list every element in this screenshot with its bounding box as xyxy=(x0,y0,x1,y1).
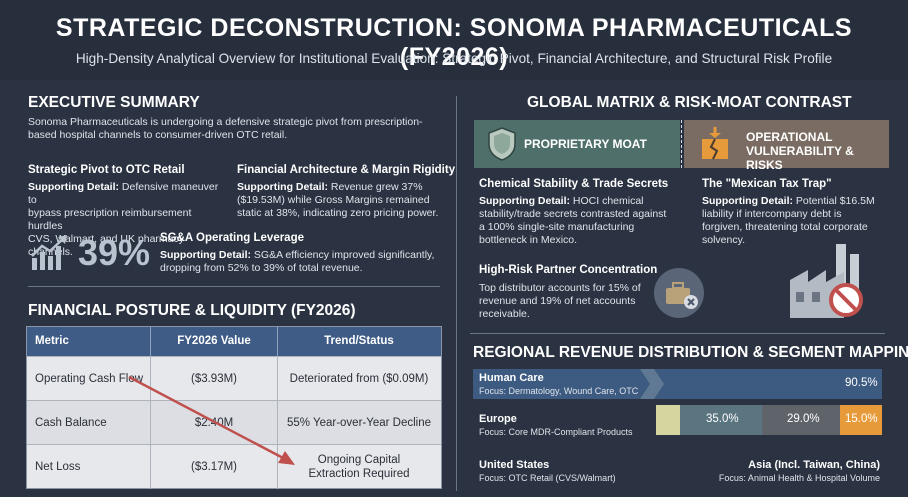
risk-label-line: VULNERABILITY & RISKS xyxy=(746,144,854,172)
financial-table: Metric FY2026 Value Trend/Status Operati… xyxy=(26,326,442,489)
executive-summary-title: EXECUTIVE SUMMARY xyxy=(28,94,200,111)
page-subtitle: High-Density Analytical Overview for Ins… xyxy=(75,51,833,66)
status-text: Ongoing Capital xyxy=(317,454,401,466)
europe-focus: Focus: Core MDR-Compliant Products xyxy=(479,427,633,437)
intro-line: based hospital channels to consumer-driv… xyxy=(28,129,288,141)
partner-heading: High-Risk Partner Concentration xyxy=(479,264,658,276)
asia-focus: Focus: Animal Health & Hospital Volume xyxy=(718,473,880,483)
detail-text: bottleneck in Mexico. xyxy=(479,234,578,246)
table-row: Operating Cash Flow ($3.93M) Deteriorate… xyxy=(27,356,441,401)
supporting-label: Supporting Detail: xyxy=(479,195,570,207)
broken-box-icon xyxy=(702,127,728,160)
sga-detail: Supporting Detail: SG&A efficiency impro… xyxy=(160,249,440,275)
operational-risk-banner: OPERATIONAL VULNERABILITY & RISKS xyxy=(684,120,889,172)
supporting-label: Supporting Detail: xyxy=(702,195,793,207)
detail-text: dropping from 52% to 39% of total revenu… xyxy=(160,262,363,274)
value-cell: ($3.17M) xyxy=(151,445,278,489)
moat-risk-separator xyxy=(681,120,682,168)
detail-text: forgiven, threatening total corporate xyxy=(702,221,868,233)
chevron-right-icon xyxy=(640,369,664,399)
metric-cell: Operating Cash Flow xyxy=(27,357,151,401)
segment-value: 35.0% xyxy=(706,413,739,425)
column-header: FY2026 Value xyxy=(151,327,278,356)
moat-label: PROPRIETARY MOAT xyxy=(524,137,647,151)
proprietary-moat-banner: PROPRIETARY MOAT xyxy=(474,120,680,168)
status-cell: 55% Year-over-Year Decline xyxy=(286,417,432,429)
metric-cell: Cash Balance xyxy=(27,401,151,445)
status-cell: Ongoing Capital Extraction Required xyxy=(278,445,440,489)
sga-heading: SG&A Operating Leverage xyxy=(160,232,305,244)
partner-detail: Top distributor accounts for 15% of reve… xyxy=(479,282,664,321)
detail-text: bypass prescription reimbursement hurdle… xyxy=(28,207,192,232)
human-care-bar xyxy=(473,369,882,399)
column-header: Trend/Status xyxy=(324,335,394,347)
supporting-label: Supporting Detail: xyxy=(160,249,251,261)
risk-label: OPERATIONAL VULNERABILITY & RISKS xyxy=(746,130,889,172)
detail-text: SG&A efficiency improved significantly, xyxy=(253,249,435,261)
supporting-label: Supporting Detail: xyxy=(28,181,119,193)
detail-text: revenue and 19% of net accounts xyxy=(479,295,636,307)
europe-label: Europe xyxy=(479,413,517,425)
segment-bar-other xyxy=(762,405,840,435)
shield-icon xyxy=(488,127,516,161)
financial-posture-title: FINANCIAL POSTURE & LIQUIDITY (FY2026) xyxy=(28,302,356,319)
status-text: Extraction Required xyxy=(308,468,410,480)
us-label: United States xyxy=(479,459,550,471)
value-cell: ($3.93M) xyxy=(151,357,278,401)
segment-value: 29.0% xyxy=(787,413,820,425)
segment-bar-europe xyxy=(680,405,762,435)
table-header: Metric FY2026 Value Trend/Status xyxy=(27,327,441,356)
column-header: Metric xyxy=(27,327,151,356)
chemical-detail: Supporting Detail: HOCI chemical stabili… xyxy=(479,195,679,247)
section-divider xyxy=(470,333,885,334)
partner-briefcase-icon xyxy=(654,268,704,318)
margin-detail: Supporting Detail: Revenue grew 37% ($19… xyxy=(237,181,447,220)
mexican-tax-heading: The "Mexican Tax Trap" xyxy=(702,178,832,190)
growth-chart-icon xyxy=(31,235,67,270)
risk-label-line: OPERATIONAL xyxy=(746,130,833,144)
executive-summary-intro: Sonoma Pharmaceuticals is undergoing a d… xyxy=(28,116,423,142)
page-title: STRATEGIC DECONSTRUCTION: SONOMA PHARMAC… xyxy=(55,14,853,71)
metric-cell: Net Loss xyxy=(27,445,151,489)
mexican-tax-detail: Supporting Detail: Potential $16.5M liab… xyxy=(702,195,892,247)
detail-text: solvency. xyxy=(702,234,745,246)
supporting-label: Supporting Detail: xyxy=(237,181,328,193)
header: STRATEGIC DECONSTRUCTION: SONOMA PHARMAC… xyxy=(0,0,908,80)
margin-heading: Financial Architecture & Margin Rigidity xyxy=(237,164,456,176)
detail-text: ($19.53M) while Gross Margins remained xyxy=(237,194,430,206)
decline-arrow-icon xyxy=(128,375,295,465)
detail-text: Top distributor accounts for 15% of xyxy=(479,282,641,294)
status-cell: Deteriorated from ($0.09M) xyxy=(289,373,429,385)
regional-title: REGIONAL REVENUE DISTRIBUTION & SEGMENT … xyxy=(473,344,908,361)
intro-line: Sonoma Pharmaceuticals is undergoing a d… xyxy=(28,116,423,128)
detail-text: liability if intercompany debt is xyxy=(702,208,842,220)
segment-bar-asia xyxy=(840,405,882,435)
table-row: Net Loss ($3.17M) Ongoing Capital Extrac… xyxy=(27,444,441,489)
segment-bar-us xyxy=(656,405,680,435)
global-matrix-title: GLOBAL MATRIX & RISK-MOAT CONTRAST xyxy=(527,94,852,111)
human-care-focus: Focus: Dermatology, Wound Care, OTC xyxy=(479,386,639,396)
factory-no-icon xyxy=(790,244,863,318)
sga-big-value: 39% xyxy=(78,232,151,273)
human-care-value: 90.5% xyxy=(845,377,878,389)
vertical-divider xyxy=(456,96,457,491)
chemical-heading: Chemical Stability & Trade Secrets xyxy=(479,178,669,190)
detail-text: HOCI chemical xyxy=(572,195,644,207)
detail-text: receivable. xyxy=(479,308,530,320)
detail-text: Revenue grew 37% xyxy=(330,181,423,193)
segment-value: 15.0% xyxy=(845,413,878,425)
detail-text: a 100% single-site manufacturing xyxy=(479,221,635,233)
detail-text: stability/trade secrets contrasted again… xyxy=(479,208,667,220)
detail-text: static at 38%, indicating zero pricing p… xyxy=(237,207,439,219)
section-divider xyxy=(28,286,440,287)
pivot-detail: Supporting Detail: Defensive maneuver to… xyxy=(28,181,228,259)
detail-text: Defensive maneuver to xyxy=(28,181,219,206)
table-row: Cash Balance $2.40M 55% Year-over-Year D… xyxy=(27,400,441,445)
us-focus: Focus: OTC Retail (CVS/Walmart) xyxy=(479,473,616,483)
pivot-heading: Strategic Pivot to OTC Retail xyxy=(28,164,185,176)
human-care-label: Human Care xyxy=(479,372,544,384)
asia-label: Asia (Incl. Taiwan, China) xyxy=(748,459,880,471)
detail-text: Potential $16.5M xyxy=(795,195,875,207)
